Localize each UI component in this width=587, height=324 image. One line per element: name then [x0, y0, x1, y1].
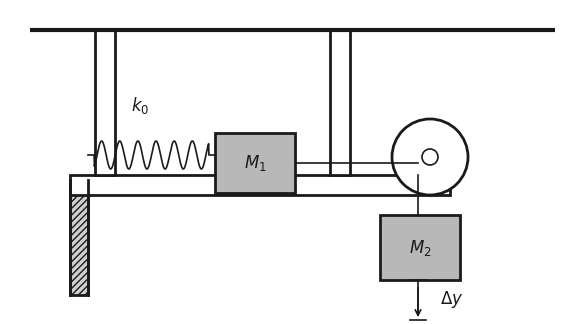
- Bar: [330, 30, 350, 175]
- Circle shape: [422, 149, 438, 165]
- Bar: [70, 175, 450, 195]
- Text: $\Delta y$: $\Delta y$: [440, 290, 463, 310]
- Bar: [70, 180, 88, 295]
- Bar: [380, 215, 460, 280]
- Bar: [215, 133, 295, 193]
- Text: $M_1$: $M_1$: [244, 153, 266, 173]
- Circle shape: [392, 119, 468, 195]
- Bar: [95, 30, 115, 175]
- Text: $M_2$: $M_2$: [409, 238, 431, 258]
- Bar: [70, 180, 88, 295]
- Text: $k_0$: $k_0$: [131, 95, 149, 115]
